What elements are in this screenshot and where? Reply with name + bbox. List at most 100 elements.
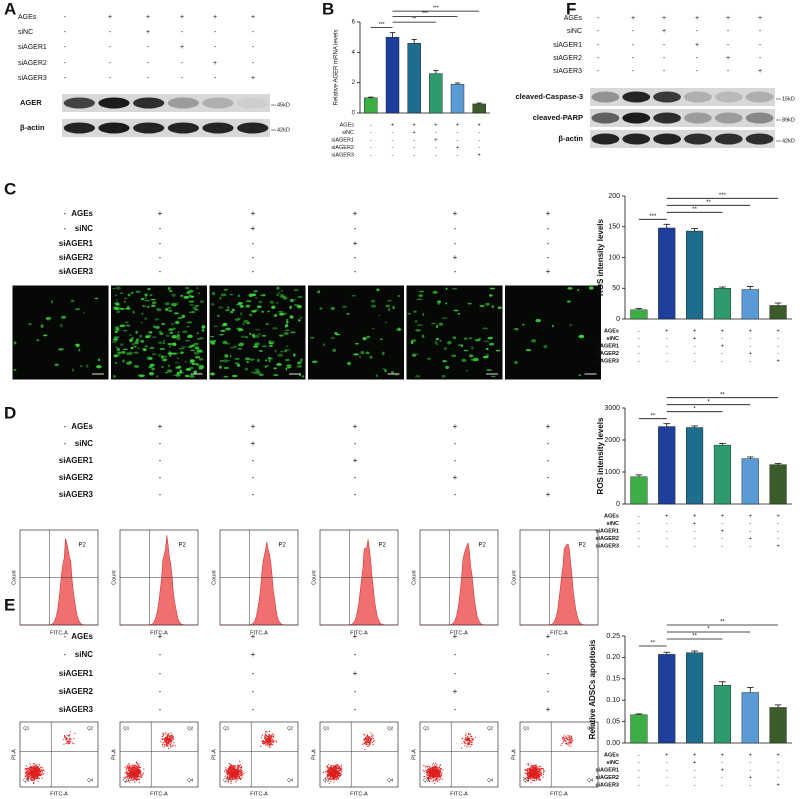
- cell: [234, 358, 241, 360]
- event: [264, 743, 266, 745]
- event: [165, 742, 167, 744]
- bar: [741, 289, 759, 320]
- treatment-sign: -: [159, 224, 162, 233]
- event: [132, 770, 134, 772]
- treatment-sign: -: [413, 145, 415, 151]
- blot-band: [653, 91, 681, 103]
- treatment-sign: -: [638, 521, 640, 527]
- event: [369, 743, 371, 745]
- event: [362, 733, 365, 735]
- event: [163, 742, 165, 744]
- event: [333, 781, 335, 783]
- treatment-sign: -: [159, 490, 162, 499]
- event: [426, 772, 429, 774]
- cell: [182, 330, 188, 334]
- event: [534, 774, 536, 776]
- treatment-label: siAGER3: [595, 782, 619, 788]
- event: [130, 765, 132, 767]
- treatment-label: siNC: [606, 760, 619, 766]
- cell: [172, 327, 176, 330]
- cell: [414, 353, 419, 356]
- event: [168, 736, 171, 738]
- event: [170, 742, 172, 744]
- event: [435, 774, 437, 776]
- cell: [472, 357, 476, 362]
- event: [170, 737, 172, 739]
- treatment-sign: -: [749, 543, 751, 549]
- event: [71, 742, 74, 744]
- cell: [115, 302, 120, 306]
- treatment-sign: -: [547, 456, 550, 465]
- blot-band: [202, 122, 234, 134]
- event: [172, 737, 174, 739]
- event: [433, 766, 435, 769]
- cell: [436, 343, 439, 346]
- event: [133, 768, 136, 770]
- quadrant-label: Q1: [123, 726, 130, 731]
- treatment-label: siAGER3: [59, 490, 94, 499]
- event: [329, 767, 331, 769]
- treatment-sign: -: [638, 767, 640, 773]
- cell: [115, 299, 118, 301]
- event: [261, 740, 263, 743]
- cell: [245, 336, 249, 339]
- treatment-sign: -: [696, 55, 699, 62]
- event: [238, 776, 240, 778]
- event: [368, 740, 370, 742]
- treatment-sign: -: [694, 543, 696, 549]
- treatment-sign: -: [252, 29, 255, 36]
- cell: [13, 369, 17, 371]
- cell: [254, 334, 260, 338]
- cell: [382, 367, 386, 370]
- cell: [258, 300, 263, 304]
- event: [568, 742, 570, 745]
- treatment-sign: -: [777, 351, 779, 357]
- treatment-sign: -: [64, 60, 67, 67]
- event: [340, 766, 342, 768]
- treatment-sign: -: [597, 55, 600, 62]
- treatment-sign: +: [453, 632, 458, 641]
- cell: [169, 344, 172, 349]
- cell: [144, 293, 148, 297]
- event: [333, 777, 335, 779]
- cell: [280, 290, 284, 292]
- cell: [234, 318, 240, 321]
- treatment-sign: -: [666, 358, 668, 364]
- treatment-sign: -: [159, 705, 162, 714]
- cell: [45, 316, 51, 321]
- event: [241, 769, 243, 771]
- treatment-sign: +: [251, 632, 256, 641]
- cell: [273, 374, 279, 376]
- cell: [380, 338, 383, 341]
- event: [132, 771, 134, 774]
- event: [134, 778, 136, 780]
- event: [243, 772, 245, 775]
- event: [66, 734, 68, 736]
- cell: [40, 324, 44, 328]
- event: [369, 737, 371, 739]
- treatment-sign: -: [666, 336, 668, 342]
- treatment-sign: -: [64, 209, 67, 218]
- event: [430, 767, 432, 770]
- event: [531, 769, 533, 772]
- treatment-label: siNC: [342, 130, 354, 136]
- event: [372, 740, 375, 742]
- event: [338, 766, 340, 768]
- gate-label: P2: [479, 543, 487, 549]
- treatment-sign: -: [354, 439, 357, 448]
- event: [225, 767, 227, 769]
- event: [33, 776, 36, 779]
- cell: [127, 293, 131, 297]
- cell: [445, 287, 448, 291]
- treatment-sign: -: [64, 239, 67, 248]
- y-tick-label: 0: [352, 111, 356, 117]
- event: [234, 765, 236, 767]
- cell: [250, 371, 256, 373]
- treatment-sign: +: [546, 705, 551, 714]
- event: [230, 763, 232, 766]
- treatment-sign: -: [759, 55, 762, 62]
- cell: [384, 369, 387, 373]
- event: [129, 764, 131, 766]
- treatment-sign: +: [108, 14, 112, 21]
- treatment-sign: -: [721, 351, 723, 357]
